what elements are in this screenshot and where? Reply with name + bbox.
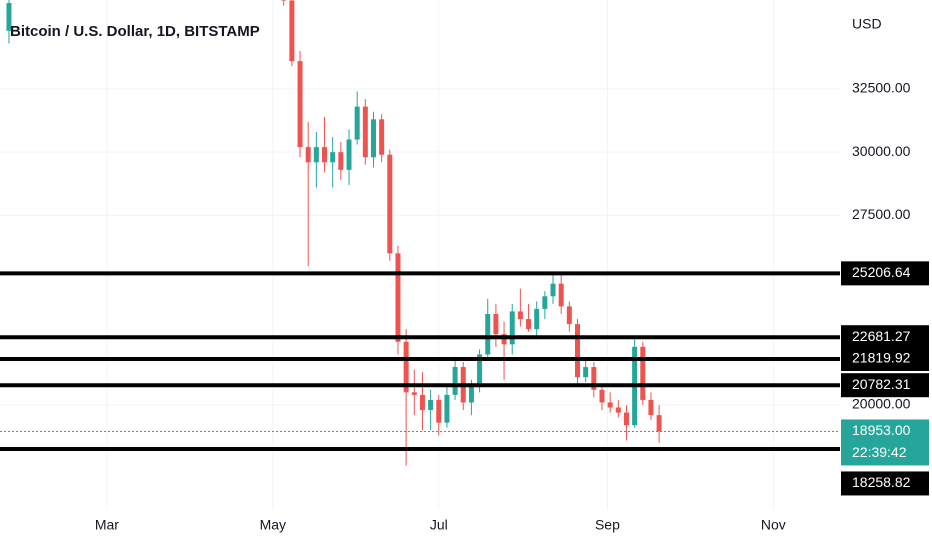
candle-body	[281, 0, 287, 1]
candle-body	[501, 334, 507, 345]
candle-body	[305, 147, 311, 163]
level-label: 20782.31	[852, 376, 911, 392]
candle-body	[330, 152, 336, 163]
currency-label: USD	[852, 16, 882, 32]
candle-body	[640, 346, 646, 400]
candle-body	[354, 106, 360, 140]
candles	[6, 0, 662, 466]
candle-body	[289, 0, 295, 62]
candle-body	[346, 139, 352, 170]
candle-body	[558, 283, 564, 307]
last-price-tag	[841, 419, 929, 466]
x-tick-label: May	[260, 517, 286, 533]
candle-body	[313, 147, 319, 163]
axes: Mar May Jul Sep Nov 20000.00 27500.00 30000.00 3…	[95, 80, 911, 533]
candle-body	[485, 313, 491, 355]
candle-body	[615, 407, 621, 413]
y-tick-label: 20000.00	[852, 396, 911, 412]
candle-body	[648, 399, 654, 416]
candle-body	[297, 61, 303, 148]
level-label: 25206.64	[852, 264, 911, 280]
candle-body	[591, 367, 597, 390]
levels: 18953.00 22:39:42 25206.64 22681.27 21819.92…	[0, 261, 929, 496]
level-label: 22681.27	[852, 328, 911, 344]
x-tick-label: Sep	[595, 517, 620, 533]
candle-body	[322, 147, 328, 163]
x-tick-label: Jul	[430, 517, 448, 533]
level-label: 18258.82	[852, 474, 911, 490]
candle-body	[362, 106, 368, 158]
candle-body	[583, 367, 589, 378]
level-tag	[841, 346, 929, 371]
candle-body	[575, 324, 580, 378]
candle-body	[526, 319, 532, 330]
candle-body	[493, 313, 499, 335]
candle-body	[599, 389, 605, 403]
y-tick-label: 32500.00	[852, 80, 911, 96]
candle-body	[656, 415, 662, 432]
candle-body	[452, 367, 458, 395]
level-tag	[841, 373, 929, 398]
y-tick-label: 27500.00	[852, 206, 911, 222]
candle-body	[566, 306, 572, 325]
level-label: 21819.92	[852, 350, 911, 366]
candle-body	[6, 3, 12, 31]
chart-title: Bitcoin / U.S. Dollar, 1D, BITSTAMP	[10, 23, 260, 40]
countdown-label: 22:39:42	[852, 444, 907, 460]
candle-body	[395, 253, 401, 342]
candle-body	[444, 394, 450, 423]
candle-body	[428, 399, 434, 411]
candle-body	[419, 394, 425, 411]
candle-body	[387, 154, 393, 254]
candle-body	[338, 152, 344, 170]
level-tag	[841, 471, 929, 496]
candle-body	[477, 354, 483, 385]
candle-body	[534, 308, 540, 330]
candle-body	[411, 392, 417, 395]
candle-body	[509, 311, 515, 345]
candle-body	[436, 399, 442, 423]
x-tick-label: Mar	[95, 517, 119, 533]
candle-body	[607, 402, 613, 408]
candle-body	[623, 412, 629, 426]
level-tag	[841, 261, 929, 286]
last-price-label: 18953.00	[852, 422, 911, 438]
level-tag	[841, 325, 929, 350]
y-tick-label: 30000.00	[852, 143, 911, 159]
candle-body	[550, 283, 556, 297]
candle-body	[542, 296, 548, 309]
x-tick-label: Nov	[761, 517, 786, 533]
candle-body	[468, 384, 474, 403]
candle-body	[403, 341, 409, 393]
candle-body	[517, 311, 523, 320]
candle-body	[370, 119, 376, 158]
candle-body	[379, 119, 385, 155]
